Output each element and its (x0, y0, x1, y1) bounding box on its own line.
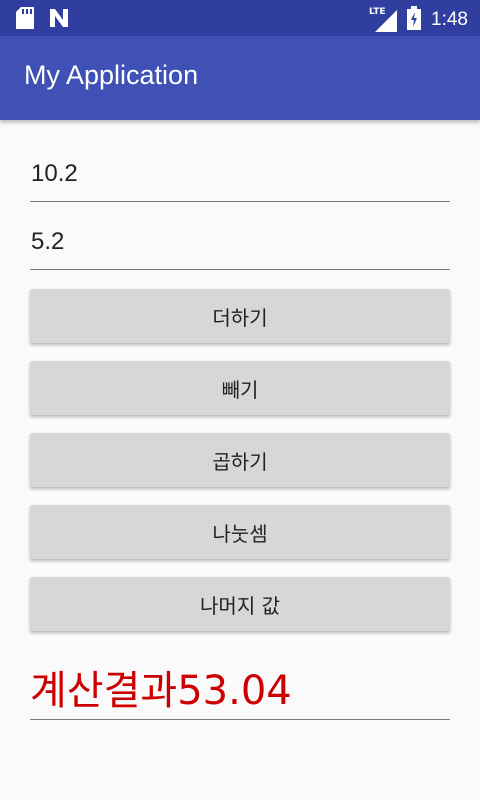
second-number-input[interactable] (30, 220, 450, 270)
result-text: 계산결과53.04 (30, 668, 292, 714)
lte-label: LTE (369, 7, 386, 17)
status-time: 1:48 (431, 9, 468, 30)
app-bar: My Application (0, 36, 480, 120)
divide-button[interactable]: 나눗셈 (30, 505, 450, 559)
remainder-button[interactable]: 나머지 값 (30, 577, 450, 631)
multiply-button[interactable]: 곱하기 (30, 433, 450, 487)
battery-icon (407, 6, 422, 34)
lte-signal-icon: LTE (369, 7, 398, 32)
status-bar: LTE 1:48 (0, 0, 480, 36)
status-bar-right: LTE 1:48 (369, 6, 468, 34)
app-title: My Application (24, 60, 199, 90)
subtract-button[interactable]: 빼기 (30, 361, 450, 415)
add-button[interactable]: 더하기 (30, 289, 450, 343)
status-bar-left (16, 7, 70, 33)
first-number-input[interactable] (30, 152, 450, 202)
sd-card-icon (16, 7, 34, 33)
n-notification-icon (48, 7, 70, 33)
result-field[interactable]: 계산결과53.04 (30, 648, 450, 720)
